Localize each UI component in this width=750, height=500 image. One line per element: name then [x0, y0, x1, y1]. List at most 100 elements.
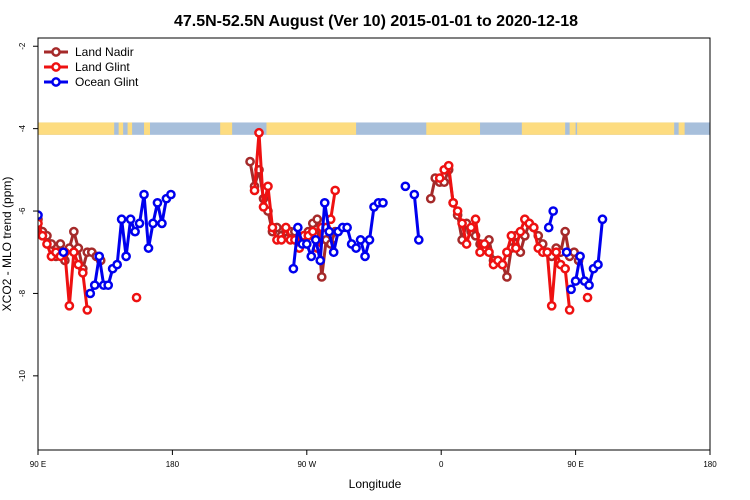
data-point-land-nadir: [68, 226, 79, 237]
data-point-ocean-glint: [584, 280, 594, 291]
data-point-ocean-glint: [409, 189, 420, 200]
data-point-land-glint: [511, 243, 521, 253]
data-point-land-nadir: [502, 272, 512, 282]
data-point-land-glint: [68, 247, 79, 258]
data-point-ocean-glint: [103, 280, 114, 291]
data-point-land-glint: [502, 247, 512, 258]
series-line-ocean-glint: [88, 193, 172, 295]
plot-frame: [37, 37, 711, 451]
legend-item-land-nadir: Land Nadir: [44, 45, 134, 59]
data-point-ocean-glint: [288, 263, 299, 274]
data-point-land-glint: [497, 259, 508, 270]
land-band-segment: [118, 122, 124, 135]
data-point-ocean-glint: [166, 189, 176, 200]
data-point-ocean-glint: [89, 280, 100, 291]
data-point-land-glint: [484, 247, 494, 258]
data-point-ocean-glint: [315, 255, 326, 266]
data-point-ocean-glint: [400, 181, 411, 192]
data-point-ocean-glint: [566, 284, 576, 295]
data-point-land-glint: [466, 222, 476, 233]
data-point-land-glint: [515, 226, 526, 237]
data-point-land-glint: [542, 247, 553, 258]
legend-label: Ocean Glint: [75, 75, 139, 89]
data-point-ocean-glint: [112, 259, 122, 270]
data-point-land-glint: [470, 214, 481, 225]
data-point-ocean-glint: [575, 251, 585, 262]
data-point-ocean-glint: [125, 214, 136, 225]
data-point-ocean-glint: [143, 243, 154, 253]
legend-swatch-marker: [51, 47, 61, 57]
data-point-land-glint: [582, 292, 593, 303]
data-point-ocean-glint: [301, 239, 312, 249]
data-point-ocean-glint: [157, 218, 167, 229]
data-point-ocean-glint: [152, 197, 163, 208]
data-point-land-nadir: [55, 239, 66, 249]
data-point-land-glint: [77, 267, 88, 278]
y-tick-label: -8: [18, 289, 27, 297]
data-point-ocean-glint: [360, 251, 370, 262]
data-point-land-glint: [479, 239, 490, 249]
data-point-ocean-glint: [310, 235, 321, 245]
y-axis-label: XCO2 - MLO trend (ppm): [0, 177, 14, 312]
land-band-segment: [144, 122, 150, 135]
data-point-land-nadir: [312, 214, 323, 225]
data-point-ocean-glint: [319, 197, 330, 208]
data-point-land-glint: [254, 127, 264, 138]
data-point-ocean-glint: [570, 276, 581, 286]
data-point-ocean-glint: [351, 243, 361, 253]
land-band-segment: [127, 122, 133, 135]
data-point-ocean-glint: [324, 226, 335, 237]
data-point-land-glint: [307, 226, 318, 237]
data-point-land-glint: [452, 206, 463, 216]
x-tick-label: 90 E: [567, 460, 583, 469]
x-axis-label: Longitude: [349, 477, 402, 491]
data-point-ocean-glint: [328, 247, 339, 258]
data-point-land-glint: [475, 247, 485, 258]
data-point-land-nadir: [245, 156, 255, 167]
data-point-ocean-glint: [548, 206, 559, 216]
data-point-land-glint: [38, 230, 48, 241]
data-point-land-glint: [546, 300, 557, 311]
data-point-ocean-glint: [94, 251, 105, 262]
x-tick-label: 90 E: [30, 460, 46, 469]
data-point-ocean-glint: [130, 226, 140, 237]
data-point-land-glint: [560, 263, 570, 274]
data-point-land-glint: [249, 185, 260, 196]
legend-label: Land Glint: [75, 60, 130, 74]
land-band-segment: [426, 122, 481, 135]
data-point-ocean-glint: [121, 251, 131, 262]
chart-title: 47.5N-52.5N August (Ver 10) 2015-01-01 t…: [174, 13, 578, 30]
land-band-segment: [38, 122, 115, 135]
data-point-land-glint: [276, 235, 287, 245]
data-point-ocean-glint: [134, 218, 145, 229]
data-point-land-glint: [457, 218, 467, 229]
legend-label: Land Nadir: [75, 45, 134, 59]
x-tick-label: 90 W: [297, 460, 316, 469]
series-line-ocean-glint: [412, 194, 421, 241]
y-tick-label: -4: [18, 125, 27, 133]
data-point-ocean-glint: [342, 222, 352, 233]
data-point-land-glint: [528, 222, 539, 233]
data-point-land-glint: [263, 181, 273, 192]
data-point-ocean-glint: [306, 251, 317, 262]
series-layer: [38, 127, 608, 315]
data-point-ocean-glint: [85, 288, 96, 299]
y-tick-label: -6: [18, 207, 27, 215]
data-point-land-glint: [330, 185, 341, 196]
data-point-ocean-glint: [364, 235, 375, 245]
land-band-segment: [569, 122, 576, 135]
data-point-land-glint: [131, 292, 142, 303]
land-ocean-band: [38, 122, 710, 135]
land-band-segment: [577, 122, 675, 135]
data-point-land-glint: [461, 239, 472, 249]
data-point-land-glint: [258, 202, 269, 212]
x-tick-label: 180: [703, 460, 717, 469]
data-point-ocean-glint: [543, 222, 554, 233]
x-tick-label: 180: [166, 460, 180, 469]
series-ocean-glint: [38, 181, 608, 299]
y-tick-label: -2: [18, 42, 27, 50]
x-tick-label: 0: [439, 460, 444, 469]
data-point-land-glint: [506, 230, 517, 241]
